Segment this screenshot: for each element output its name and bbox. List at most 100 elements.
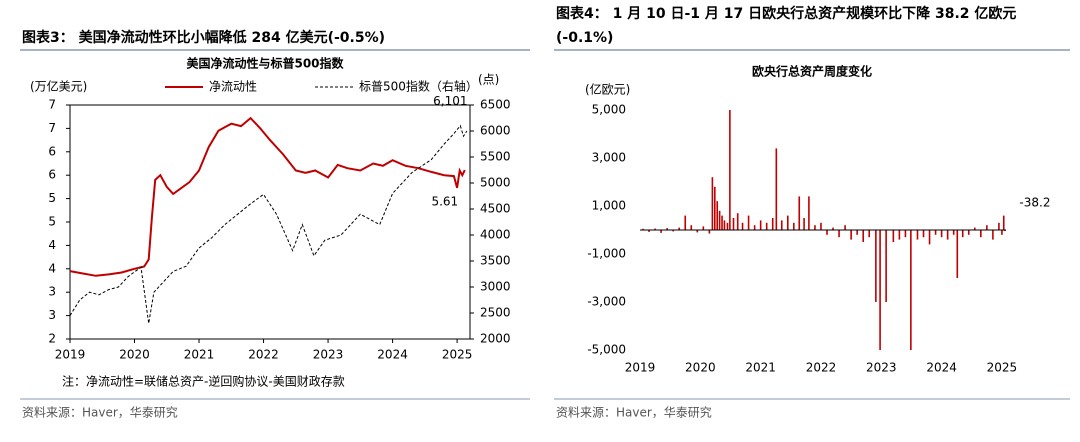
chart-title: 美国净流动性与标普500指数	[186, 56, 344, 71]
bar	[736, 213, 739, 230]
x-tick-label: 2025	[442, 348, 473, 362]
bar	[898, 230, 901, 240]
x-tick-label: 2024	[926, 361, 957, 375]
bar	[875, 230, 877, 302]
bar	[642, 228, 644, 230]
bar	[660, 230, 662, 233]
x-tick-label: 2024	[377, 348, 408, 362]
figure-title: (-0.1%)	[556, 30, 613, 46]
chart-title: 欧央行总资产周度变化	[752, 64, 872, 79]
bar	[702, 226, 705, 230]
y-tick-label: 4	[48, 261, 56, 275]
note: 注：净流动性=联储总资产-逆回购协议-美国财政存款	[62, 374, 345, 389]
bar	[946, 230, 949, 240]
bar	[916, 230, 919, 240]
bar	[973, 227, 976, 230]
bar	[879, 230, 881, 350]
bar	[928, 230, 931, 245]
bar	[885, 230, 887, 302]
bar	[684, 215, 687, 230]
bar	[648, 230, 650, 232]
bar	[838, 230, 840, 238]
bar	[826, 230, 828, 235]
bar	[850, 230, 852, 240]
bar	[726, 222, 729, 230]
bar	[723, 220, 726, 230]
bar	[1002, 215, 1005, 230]
bar	[967, 230, 970, 235]
bar	[998, 222, 1000, 230]
legend-label: 标普500指数（右轴）	[359, 79, 478, 94]
bar	[862, 230, 864, 242]
annotation: -38.2	[1019, 195, 1050, 209]
bar	[910, 230, 912, 350]
bar	[952, 230, 955, 235]
y-tick-label: 5	[48, 191, 56, 205]
bar	[678, 227, 681, 230]
bar	[793, 222, 795, 230]
y2-tick-label: 2000	[480, 332, 511, 346]
y2-tick-label: 3000	[480, 280, 511, 294]
bar	[808, 196, 810, 230]
figure-title: 图表3： 美国净流动性环比小幅降低 284 亿美元(-0.5%)	[22, 29, 385, 46]
bar	[922, 230, 925, 238]
y-tick-label: 2	[48, 332, 56, 346]
x-tick-label: 2021	[184, 348, 215, 362]
series-line	[69, 124, 468, 324]
annotation: 6,101	[433, 94, 467, 108]
y-tick-label: 3,000	[592, 151, 626, 165]
bar	[721, 215, 723, 230]
y2-tick-label: 2500	[480, 306, 511, 320]
bar	[986, 225, 988, 230]
legend-label: 净流动性	[209, 80, 257, 94]
y2-tick-label: 6000	[480, 124, 511, 138]
bar	[980, 230, 982, 238]
bar	[729, 110, 731, 230]
y-tick-label: 7	[48, 98, 56, 112]
bar	[940, 230, 943, 238]
bar	[765, 222, 768, 230]
y-tick-label: 4	[48, 238, 56, 252]
bar	[654, 228, 656, 230]
bar	[747, 215, 750, 230]
bar	[690, 225, 693, 230]
bar	[904, 230, 907, 238]
y2-tick-label: 3500	[480, 254, 511, 268]
bar	[961, 230, 964, 238]
bar	[814, 225, 816, 230]
bar	[956, 230, 959, 278]
y-tick-label: 5,000	[592, 103, 626, 117]
bar	[666, 228, 668, 230]
bar	[771, 218, 774, 230]
bar	[716, 201, 719, 230]
bar	[934, 230, 937, 235]
y-tick-label: 6	[48, 144, 56, 158]
x-tick-label: 2019	[625, 361, 656, 375]
source: 资料来源：Haver，华泰研究	[22, 405, 178, 420]
bar	[718, 210, 721, 230]
y-tick-label: -3,000	[587, 295, 626, 309]
bar	[844, 225, 846, 230]
x-tick-label: 2022	[806, 361, 837, 375]
x-tick-label: 2021	[745, 361, 776, 375]
figure-title: 图表4： 1 月 10 日-1 月 17 日欧央行总资产规模环比下降 38.2 …	[556, 5, 1016, 22]
x-tick-label: 2020	[685, 361, 716, 375]
bar	[798, 196, 801, 230]
y-axis-label: (万亿美元)	[30, 79, 87, 94]
bar	[992, 230, 994, 240]
y-tick-label: -5,000	[587, 343, 626, 357]
y-tick-label: -1,000	[587, 247, 626, 261]
bar	[856, 230, 858, 235]
bar	[732, 218, 735, 230]
y-tick-label: 5	[48, 215, 56, 229]
bar	[714, 186, 716, 230]
bar	[759, 220, 762, 230]
x-tick-label: 2019	[55, 348, 86, 362]
x-tick-label: 2023	[313, 348, 344, 362]
y-axis-label: (亿欧元)	[585, 82, 630, 97]
bar	[711, 177, 714, 230]
bar	[708, 230, 711, 234]
bar	[803, 218, 805, 230]
